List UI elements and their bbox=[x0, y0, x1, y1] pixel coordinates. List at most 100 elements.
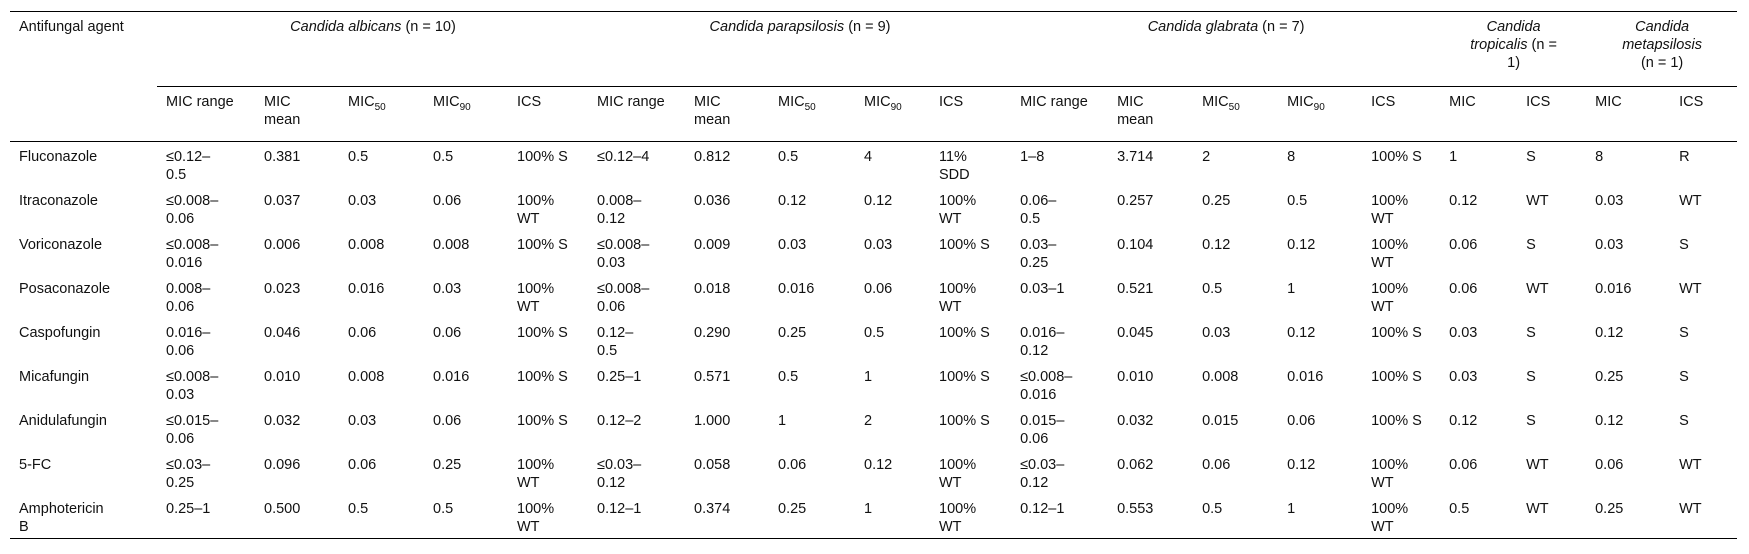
cell-text: 0.12 bbox=[1595, 413, 1624, 429]
cell-text: 0.5 bbox=[348, 149, 369, 165]
cell-text: 0.521 bbox=[1117, 281, 1154, 297]
column-header: MIC mean bbox=[255, 86, 339, 142]
agent-cell: Anidulafungin bbox=[10, 406, 157, 450]
cell-text: 1 bbox=[1287, 501, 1296, 517]
value-cell: 1 bbox=[855, 362, 930, 406]
cell-text: 0.25 bbox=[778, 325, 807, 341]
column-subscript: 50 bbox=[374, 101, 386, 113]
value-cell: 0.500 bbox=[255, 494, 339, 539]
value-cell: 0.06 bbox=[1586, 450, 1670, 494]
cell-text: 11% SDD bbox=[939, 149, 970, 183]
cell-text: 100% S bbox=[939, 325, 990, 341]
cell-text: 0.06 bbox=[433, 325, 462, 341]
cell-text: 0.03–1 bbox=[1020, 281, 1065, 297]
cell-text: 1 bbox=[778, 413, 787, 429]
column-header: ICS bbox=[1362, 86, 1441, 142]
value-cell: 0.25 bbox=[769, 318, 855, 362]
cell-text: 0.06 bbox=[1595, 457, 1624, 473]
value-cell: 1 bbox=[1278, 494, 1362, 539]
value-cell: 100% S bbox=[508, 142, 588, 187]
value-cell: R bbox=[1670, 142, 1737, 187]
column-header: MIC50 bbox=[339, 86, 424, 142]
cell-text: 0.5 bbox=[864, 325, 885, 341]
value-cell: 0.037 bbox=[255, 186, 339, 230]
value-cell: 0.5 bbox=[769, 362, 855, 406]
cell-text: 0.008 bbox=[433, 237, 470, 253]
column-subscript: 90 bbox=[459, 101, 471, 113]
cell-text: 0.5 bbox=[778, 369, 799, 385]
value-cell: 0.096 bbox=[255, 450, 339, 494]
value-cell: 8 bbox=[1586, 142, 1670, 187]
value-cell: 0.058 bbox=[685, 450, 769, 494]
cell-text: 0.016 bbox=[348, 281, 385, 297]
column-label: MIC range bbox=[166, 94, 234, 110]
value-cell: 0.008–0.06 bbox=[157, 274, 255, 318]
cell-text: 0.016 bbox=[1595, 281, 1632, 297]
value-cell: 0.12 bbox=[1278, 230, 1362, 274]
cell-text: 0.03 bbox=[348, 193, 377, 209]
value-cell: ≤0.008–0.03 bbox=[588, 230, 685, 274]
value-cell: S bbox=[1517, 142, 1586, 187]
value-cell: S bbox=[1517, 362, 1586, 406]
column-subscript: 90 bbox=[890, 101, 902, 113]
cell-text: S bbox=[1526, 149, 1536, 165]
value-cell: 0.06–0.5 bbox=[1011, 186, 1108, 230]
cell-text: 0.008 bbox=[348, 237, 385, 253]
cell-text: 0.06 bbox=[1287, 413, 1316, 429]
agent-name: Itraconazole bbox=[19, 193, 98, 209]
value-cell: 0.381 bbox=[255, 142, 339, 187]
value-cell: 0.104 bbox=[1108, 230, 1193, 274]
cell-text: S bbox=[1526, 325, 1536, 341]
column-header: MIC mean bbox=[1108, 86, 1194, 142]
cell-text: 0.008–0.06 bbox=[166, 281, 211, 315]
value-cell: 100% S bbox=[930, 318, 1011, 362]
value-cell: 100% WT bbox=[1362, 494, 1440, 539]
value-cell: 0.015–0.06 bbox=[1011, 406, 1108, 450]
value-cell: 0.5 bbox=[1278, 186, 1362, 230]
cell-text: 0.015–0.06 bbox=[1020, 413, 1065, 447]
value-cell: 0.12–0.5 bbox=[588, 318, 685, 362]
value-cell: 100% S bbox=[508, 230, 588, 274]
value-cell: 0.008–0.12 bbox=[588, 186, 685, 230]
value-cell: 100% WT bbox=[930, 450, 1011, 494]
cell-text: 0.06 bbox=[433, 413, 462, 429]
value-cell: 0.016 bbox=[1278, 362, 1362, 406]
value-cell: 0.06 bbox=[855, 274, 930, 318]
value-cell: 0.032 bbox=[255, 406, 339, 450]
value-cell: 0.812 bbox=[685, 142, 769, 187]
cell-text: ≤0.12–4 bbox=[597, 149, 650, 165]
value-cell: 0.03 bbox=[769, 230, 855, 274]
agent-name: Amphotericin B bbox=[19, 501, 104, 535]
value-cell: 100% WT bbox=[1362, 186, 1440, 230]
column-label: MIC bbox=[348, 94, 375, 110]
value-cell: 100% S bbox=[1362, 362, 1440, 406]
cell-text: 0.016–0.12 bbox=[1020, 325, 1065, 359]
cell-text: 0.12 bbox=[864, 457, 893, 473]
cell-text: 1 bbox=[1449, 149, 1458, 165]
cell-text: 0.018 bbox=[694, 281, 731, 297]
cell-text: 0.06 bbox=[864, 281, 893, 297]
column-header: MIC bbox=[1440, 86, 1518, 142]
value-cell: 0.008 bbox=[339, 230, 424, 274]
value-cell: 0.06 bbox=[1440, 450, 1517, 494]
group-header: Candida glabrata (n = 7) bbox=[1011, 11, 1441, 87]
value-cell: 0.03 bbox=[1440, 362, 1517, 406]
value-cell: 100% WT bbox=[1362, 274, 1440, 318]
value-cell: 0.03 bbox=[1586, 230, 1670, 274]
cell-text: 0.25–1 bbox=[166, 501, 211, 517]
value-cell: 100% S bbox=[930, 406, 1011, 450]
cell-text: 0.104 bbox=[1117, 237, 1154, 253]
value-cell: 0.046 bbox=[255, 318, 339, 362]
value-cell: 0.008 bbox=[424, 230, 508, 274]
cell-text: ≤0.008–0.06 bbox=[166, 193, 219, 227]
cell-text: 0.290 bbox=[694, 325, 731, 341]
value-cell: 0.25 bbox=[1586, 362, 1670, 406]
agent-cell: Amphotericin B bbox=[10, 494, 157, 539]
cell-text: 0.06 bbox=[1449, 281, 1478, 297]
column-label: ICS bbox=[517, 94, 542, 110]
column-label: MIC mean bbox=[694, 94, 731, 128]
value-cell: 0.5 bbox=[1193, 494, 1278, 539]
cell-text: 0.03 bbox=[1595, 237, 1624, 253]
cell-text: 100% WT bbox=[939, 457, 977, 491]
value-cell: ≤0.008–0.016 bbox=[1011, 362, 1108, 406]
